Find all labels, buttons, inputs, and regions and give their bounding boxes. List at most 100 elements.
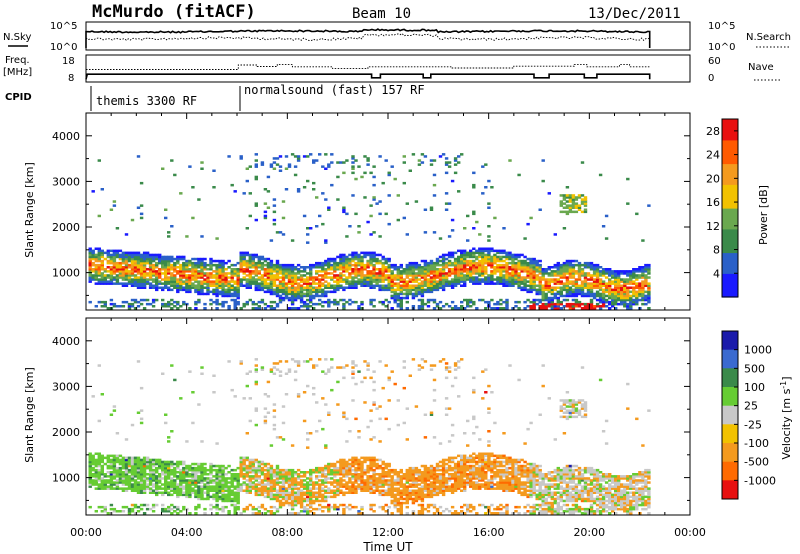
power-cell [420,274,425,277]
power-cell [444,263,449,267]
power-cell [432,268,437,271]
power-cell [130,251,135,255]
power-cell [623,278,627,281]
velocity-cell [239,512,243,515]
power-cell [272,292,277,296]
power-cell [182,282,186,285]
power-cell [444,261,449,265]
power-cell [251,272,255,275]
velocity-cell [236,505,240,509]
power-cell [197,276,201,279]
power-cell [221,261,225,265]
velocity-cell [330,388,334,392]
velocity-cell [257,481,261,484]
velocity-cell [133,481,138,484]
velocity-cell [242,458,246,462]
velocity-cell [218,464,222,468]
velocity-cell [296,475,301,478]
power-cell [164,208,168,211]
power-cell [396,266,400,269]
velocity-cell [302,487,307,490]
velocity-cell [318,493,322,497]
power-cell [372,255,376,259]
power-cell [511,284,515,287]
power-cell [526,257,530,261]
velocity-cell [342,475,346,478]
power-cell [293,290,298,294]
power-cell [127,257,132,261]
power-cell [475,270,479,273]
power-cell [592,280,597,283]
power-cell [158,274,162,277]
power-cell [499,278,503,281]
velocity-cell [293,370,298,373]
velocity-cell [218,507,222,511]
power-cell [481,298,485,302]
velocity-cell [200,485,204,488]
power-cell [523,268,527,271]
power-cell [647,307,651,310]
power-cell [571,274,576,277]
power-cell [218,292,222,296]
power-cell [378,274,382,277]
power-cell [399,286,403,289]
power-cell [357,257,361,261]
velocity-cell [239,468,243,472]
power-cell [481,280,485,283]
power-cell [248,214,252,218]
power-cell [514,274,518,277]
colorbar-segment [722,199,738,203]
power-cell [420,284,425,287]
velocity-cell [242,397,246,400]
power-cell [127,278,132,281]
velocity-cell [275,436,280,439]
power-cell [239,278,243,281]
power-cell [309,290,313,294]
power-cell [441,263,446,267]
velocity-cell [203,462,207,466]
power-cell [614,302,618,306]
power-cell [145,282,150,285]
power-cell [420,292,425,296]
power-cell [520,266,524,269]
power-cell [281,216,286,220]
power-cell [393,266,397,269]
power-cell [206,282,210,285]
power-cell [109,302,114,306]
colorbar-segment [722,282,738,286]
power-cell [405,263,409,267]
power-cell [112,302,117,306]
power-cell [242,302,246,306]
power-cell [127,263,132,267]
velocity-cell [254,370,258,373]
power-cell [583,292,588,296]
velocity-cell [139,503,144,507]
power-cell [571,206,576,209]
velocity-cell [299,491,304,494]
velocity-cell [197,481,201,484]
velocity-cell [170,473,174,476]
power-cell [544,278,548,281]
power-cell [100,249,104,253]
power-cell [185,274,189,277]
power-cell [278,276,283,279]
velocity-cell [287,512,292,515]
power-cell [460,276,464,279]
power-cell [139,284,144,287]
power-cell [514,280,518,283]
power-cell [589,263,594,267]
power-cell [203,272,207,275]
power-cell [601,280,606,283]
power-cell [408,290,412,294]
velocity-cell [278,487,283,490]
velocity-cell [206,473,210,476]
power-cell [499,259,503,263]
velocity-cell [239,471,243,474]
power-cell [429,276,434,279]
velocity-cell [230,479,234,482]
velocity-cell [103,510,107,513]
power-cell [547,284,551,287]
power-cell [336,288,340,292]
velocity-cell [309,468,313,472]
velocity-cell [330,495,334,499]
